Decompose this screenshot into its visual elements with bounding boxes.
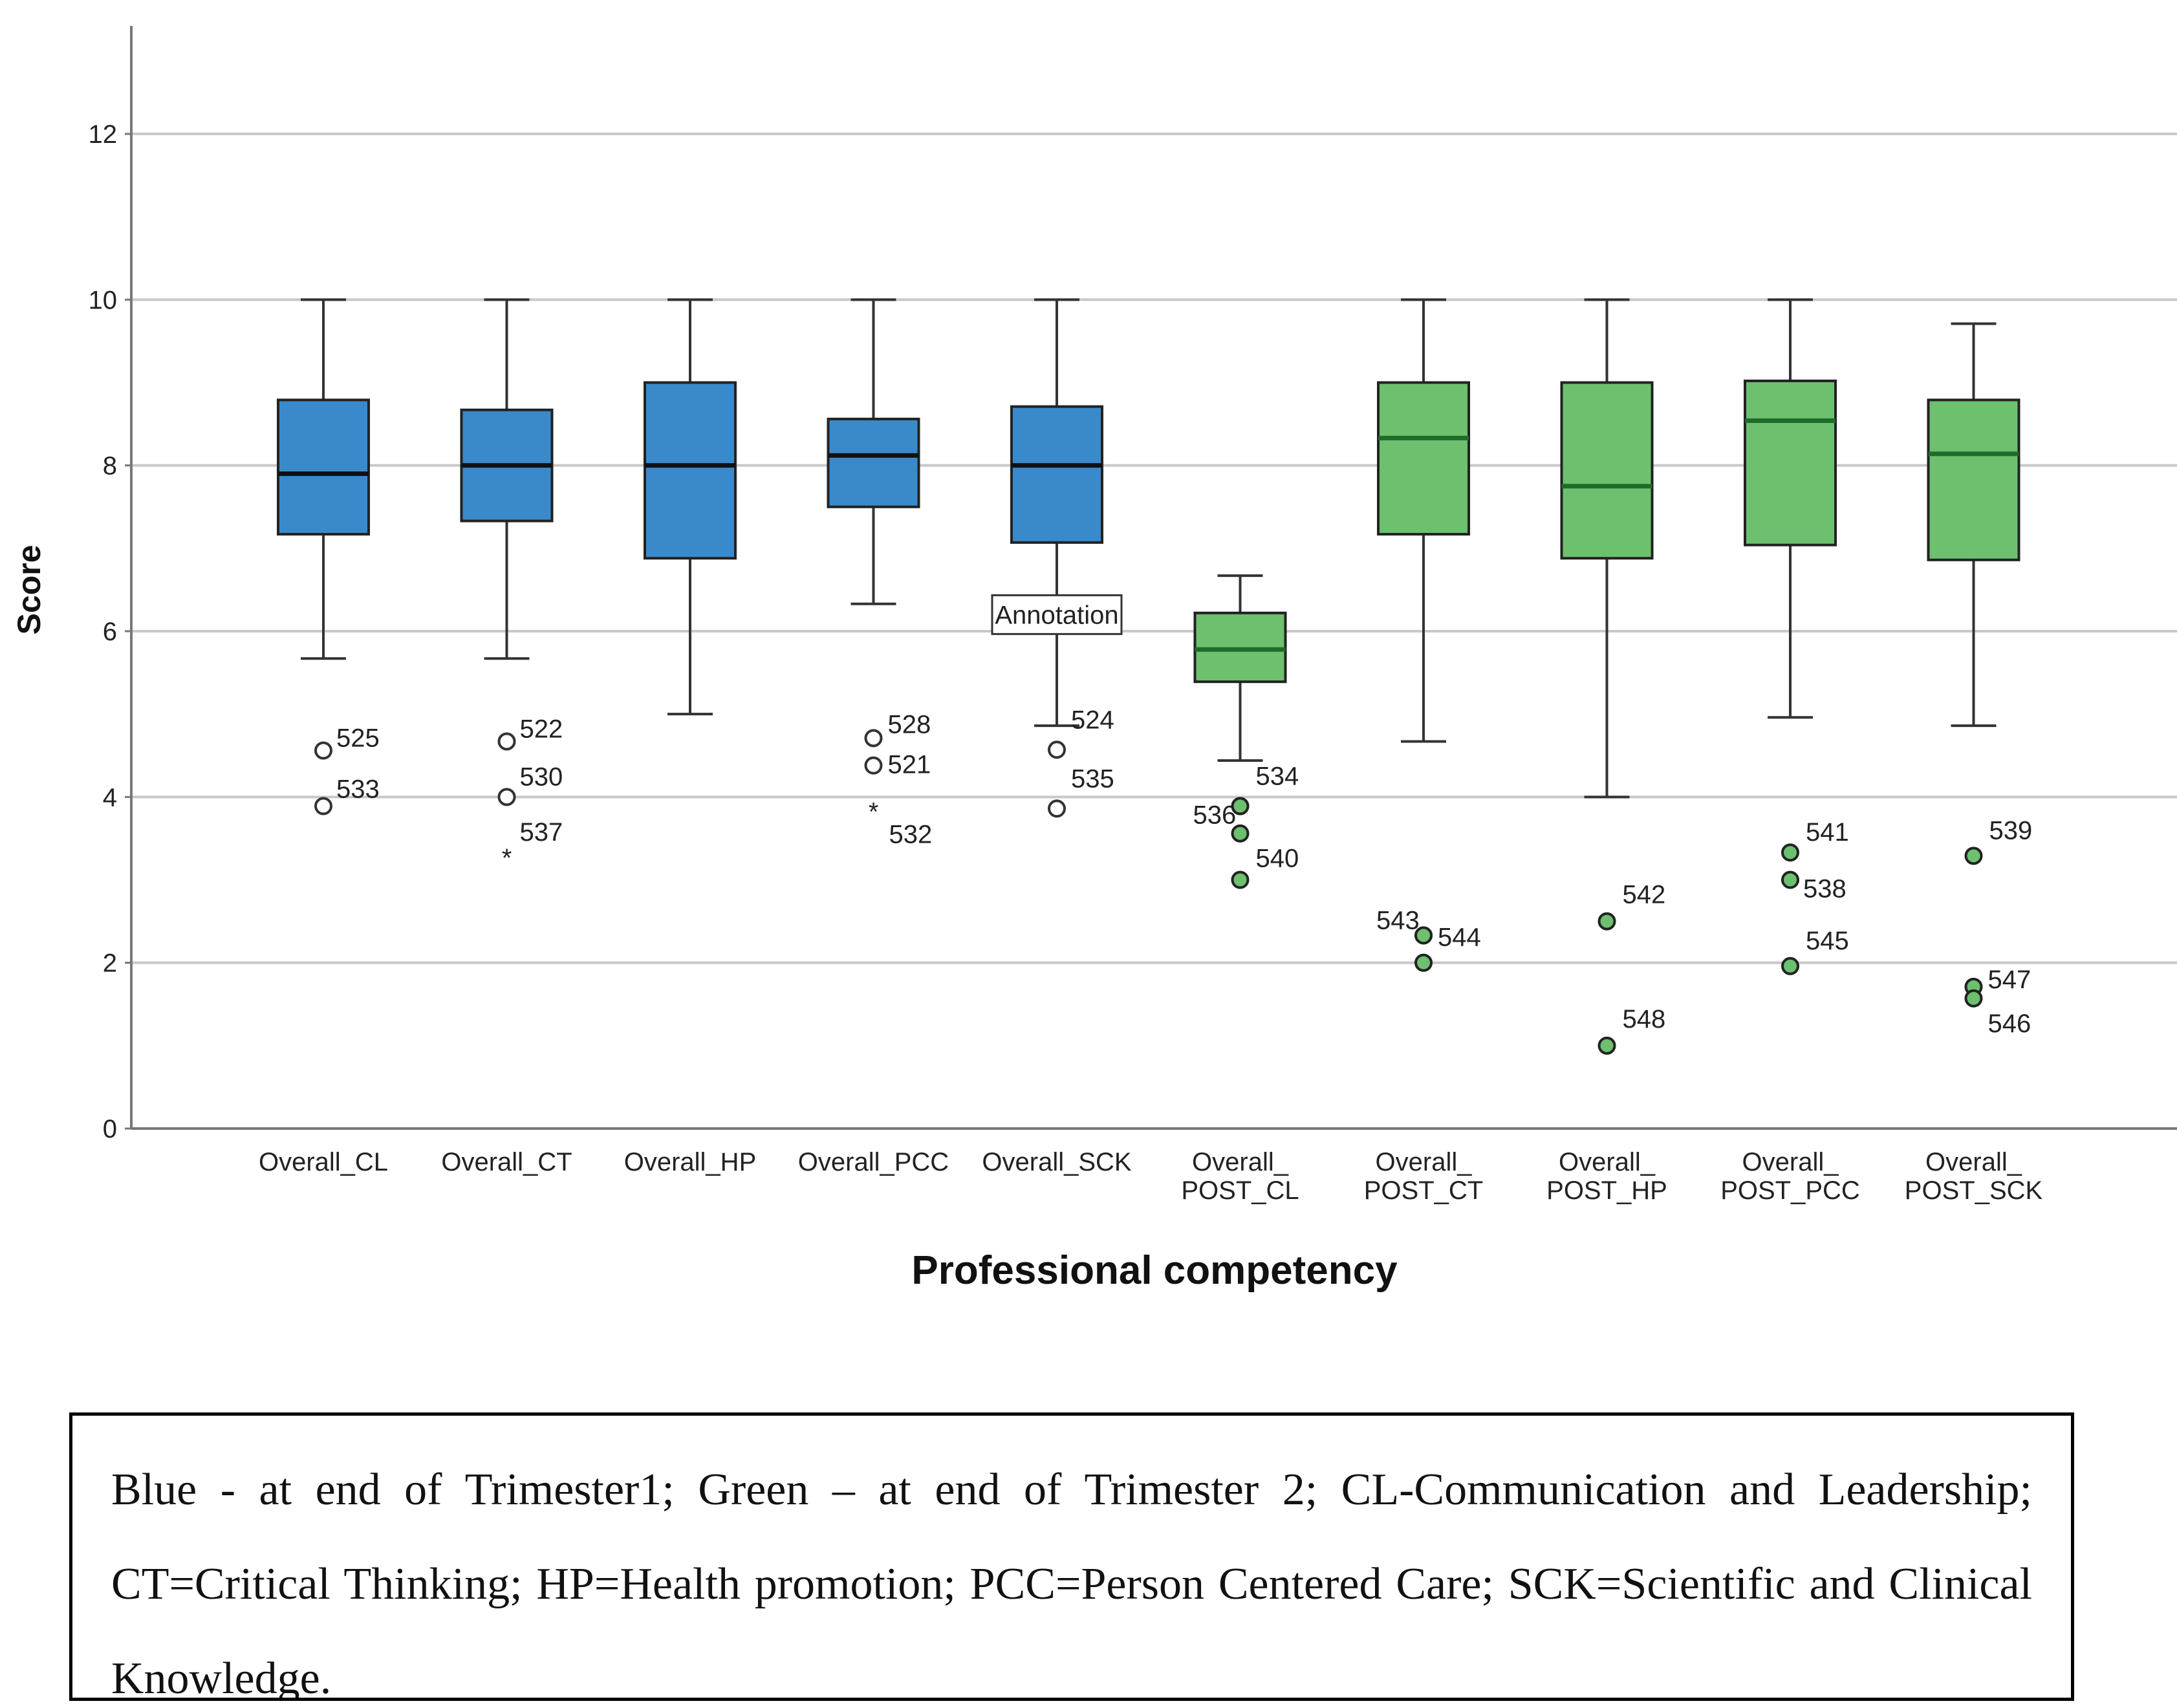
- boxes: 525 533 522 530 * 537 528 521 * 532 524 535 534 536 54…: [277, 298, 2033, 1055]
- iqr-box: [1927, 398, 2020, 561]
- iqr-box: [1560, 381, 1654, 560]
- iqr-box: [1377, 381, 1470, 536]
- outlier-label: 545: [1806, 927, 1849, 955]
- outlier-label: 540: [1256, 845, 1299, 873]
- outlier-point: [1048, 740, 1066, 759]
- outlier-point: [1414, 953, 1433, 972]
- outlier-label: 525: [336, 724, 380, 753]
- box-group: 525 533: [277, 298, 380, 816]
- caption-box: Blue - at end of Trimester1; Green – at …: [69, 1412, 2074, 1701]
- x-category-label: POST_CT: [1364, 1176, 1483, 1205]
- y-tick-label: 4: [103, 783, 117, 812]
- annotation-text: Annotation: [995, 601, 1118, 629]
- outlier-point: [1964, 847, 1983, 865]
- box-group: 522 530 * 537: [460, 298, 563, 872]
- extreme-point: *: [869, 797, 879, 826]
- outlier-point: [1781, 870, 1799, 889]
- x-category-label: POST_CL: [1181, 1176, 1299, 1205]
- x-category-label: Overall_: [1742, 1148, 1839, 1176]
- outlier-point: [1231, 824, 1250, 843]
- outlier-point: [1964, 989, 1983, 1008]
- y-tick-label: 0: [103, 1115, 117, 1143]
- x-category-label: POST_HP: [1546, 1176, 1667, 1205]
- x-category-label: Overall_: [1559, 1148, 1656, 1176]
- x-category-label: Overall_PCC: [798, 1148, 949, 1176]
- outlier-point: [864, 756, 883, 775]
- iqr-box: [1010, 405, 1103, 544]
- outlier-label: 522: [520, 715, 563, 743]
- outlier-label: 537: [520, 818, 563, 847]
- caption-text: Blue - at end of Trimester1; Green – at …: [111, 1465, 2032, 1701]
- outlier-point: [1231, 797, 1250, 816]
- x-category-label: POST_SCK: [1905, 1176, 2043, 1205]
- box-group: 539 547 546: [1927, 322, 2033, 1038]
- x-category-label: Overall_CT: [441, 1148, 572, 1176]
- outlier-label: 543: [1376, 906, 1420, 935]
- outlier-label: 548: [1623, 1005, 1666, 1033]
- outlier-point: [497, 788, 516, 806]
- x-category-labels: Overall_CL Overall_CT Overall_HP Overall_PC…: [259, 1148, 2043, 1205]
- outlier-label: 544: [1438, 923, 1481, 951]
- iqr-box: [1744, 379, 1837, 546]
- outlier-label: 532: [889, 820, 933, 849]
- outlier-label: 538: [1803, 875, 1847, 903]
- iqr-box: [644, 381, 737, 560]
- outlier-point: [1781, 843, 1799, 862]
- outlier-point: [1231, 870, 1250, 889]
- outlier-point: [1598, 912, 1616, 931]
- box-group: 542 548: [1560, 298, 1666, 1055]
- box-group: 528 521 * 532: [827, 298, 933, 849]
- box-group: [644, 298, 737, 716]
- y-tick-labels: 0 2 4 6 8 10 12: [89, 120, 118, 1143]
- y-tick-label: 10: [89, 286, 118, 314]
- y-axis-title: Score: [11, 545, 47, 634]
- outlier-label: 521: [888, 751, 931, 779]
- y-tick-label: 12: [89, 120, 118, 149]
- outlier-label: 536: [1193, 801, 1237, 829]
- x-category-label: Overall_: [1376, 1148, 1473, 1176]
- outlier-label: 524: [1071, 706, 1114, 734]
- x-category-label: Overall_SCK: [982, 1148, 1132, 1176]
- outlier-point: [1048, 799, 1066, 818]
- y-tick-label: 2: [103, 949, 117, 978]
- iqr-box: [277, 398, 370, 536]
- outlier-label: 547: [1988, 966, 2031, 994]
- outlier-point: [314, 741, 332, 760]
- box-group: 541 538 545: [1744, 298, 1849, 975]
- gridlines: [125, 133, 2177, 1130]
- annotation-box: [991, 594, 1123, 635]
- x-axis-title: Professional competency: [911, 1248, 1398, 1293]
- outlier-point: [497, 732, 516, 751]
- box-group: 534 536 540: [1193, 574, 1299, 889]
- x-category-label: Overall_: [1192, 1148, 1289, 1176]
- outlier-label: 534: [1256, 762, 1299, 790]
- y-tick-label: 8: [103, 452, 117, 481]
- outlier-label: 535: [1071, 764, 1114, 793]
- outlier-label: 530: [520, 762, 563, 791]
- x-category-label: Overall_CL: [259, 1148, 388, 1176]
- outlier-point: [1414, 926, 1433, 945]
- x-category-label: Overall_HP: [624, 1148, 757, 1176]
- outlier-point: [1781, 957, 1799, 975]
- outlier-point: [1598, 1036, 1616, 1055]
- outlier-label: 528: [888, 710, 931, 739]
- outlier-label: 542: [1623, 881, 1666, 909]
- x-category-label: POST_PCC: [1720, 1176, 1860, 1205]
- extreme-point: *: [502, 844, 512, 872]
- outlier-point: [314, 797, 332, 816]
- outlier-label: 541: [1806, 818, 1849, 847]
- outlier-point: [864, 729, 883, 748]
- outlier-label: 546: [1988, 1010, 2031, 1038]
- box-group: 524 535: [1010, 298, 1114, 818]
- iqr-box: [827, 417, 920, 508]
- outlier-label: 539: [1989, 816, 2033, 845]
- x-category-label: Overall_: [1925, 1148, 2022, 1176]
- y-tick-label: 6: [103, 618, 117, 646]
- annotation: Annotation: [991, 594, 1123, 635]
- outlier-label: 533: [336, 775, 380, 803]
- box-group: 543 544: [1376, 298, 1481, 972]
